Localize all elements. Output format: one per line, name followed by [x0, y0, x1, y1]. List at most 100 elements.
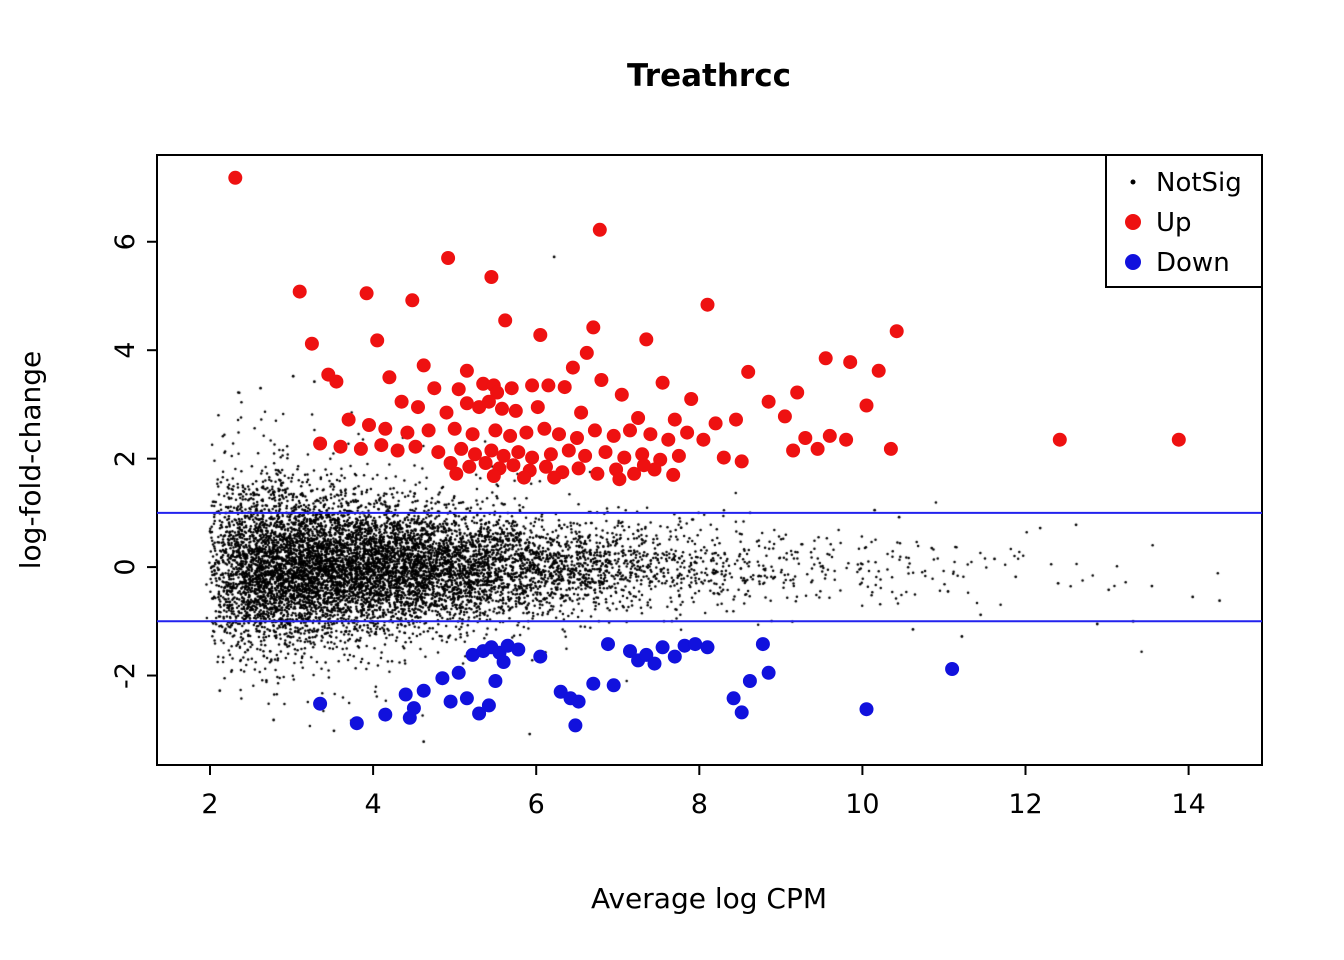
up-point	[871, 363, 886, 378]
y-tick-label: 0	[110, 558, 141, 575]
up-point	[700, 297, 715, 312]
up-point	[484, 270, 499, 284]
up-point	[667, 412, 682, 427]
x-tick-label: 6	[528, 789, 545, 820]
up-point	[684, 392, 699, 406]
down-point	[416, 683, 431, 698]
up-point	[394, 394, 409, 409]
up-point	[411, 400, 425, 415]
down-point	[443, 694, 458, 709]
up-point	[617, 450, 632, 465]
down-point	[451, 665, 466, 680]
up-point	[741, 364, 756, 379]
up-point	[883, 441, 898, 456]
down-point	[500, 638, 515, 653]
up-point	[639, 332, 654, 347]
up-point	[476, 376, 491, 391]
up-point	[552, 427, 566, 442]
up-point	[341, 412, 356, 427]
up-point	[468, 447, 482, 462]
up-point	[333, 439, 348, 454]
down-point	[945, 662, 960, 676]
up-point	[329, 374, 344, 389]
legend-marker-notsig	[1130, 179, 1136, 185]
legend-label-up: Up	[1156, 208, 1192, 238]
down-point	[688, 637, 703, 652]
x-axis-label: Average log CPM	[591, 882, 827, 915]
up-point	[353, 441, 368, 456]
down-point	[398, 687, 413, 702]
up-point	[636, 458, 651, 473]
down-point	[571, 694, 586, 709]
up-point	[488, 423, 503, 438]
down-point	[859, 702, 874, 717]
up-point	[810, 441, 825, 456]
up-point	[606, 428, 621, 443]
up-point	[313, 436, 328, 451]
up-point	[408, 439, 423, 454]
up-point	[647, 462, 662, 477]
up-point	[557, 380, 572, 395]
up-point	[465, 427, 480, 442]
down-point	[639, 647, 654, 662]
down-point	[511, 642, 526, 657]
up-point	[571, 461, 586, 476]
up-point	[439, 405, 454, 420]
up-point	[454, 441, 469, 456]
up-point	[431, 445, 446, 460]
up-point	[578, 448, 593, 463]
up-point	[790, 385, 805, 400]
up-point	[708, 416, 723, 431]
up-point	[370, 333, 385, 348]
y-tick-label: 6	[110, 233, 141, 250]
up-point	[574, 405, 589, 420]
up-point	[843, 355, 858, 370]
up-point	[508, 403, 523, 418]
up-point	[859, 398, 874, 413]
up-point	[643, 427, 658, 442]
down-point	[459, 691, 474, 706]
x-tick-label: 8	[691, 789, 708, 820]
up-point	[481, 394, 496, 409]
up-point	[228, 170, 243, 185]
down-point	[378, 707, 393, 722]
up-point	[525, 378, 540, 393]
down-point	[647, 656, 662, 671]
down-point	[677, 638, 692, 653]
up-point	[666, 467, 681, 482]
up-point	[486, 469, 501, 483]
down-point	[667, 649, 682, 664]
up-point	[378, 421, 393, 436]
y-tick-label: 4	[110, 342, 141, 359]
up-point	[447, 421, 462, 436]
up-point	[519, 425, 534, 440]
x-tick-label: 2	[201, 789, 218, 820]
up-point	[680, 425, 695, 440]
up-point	[839, 432, 854, 447]
up-point	[547, 470, 562, 485]
up-point	[729, 412, 743, 427]
up-point	[390, 443, 405, 458]
down-point	[655, 640, 670, 655]
up-point	[537, 421, 552, 436]
up-point	[734, 454, 749, 469]
up-point	[590, 466, 605, 481]
legend-label-down: Down	[1156, 248, 1230, 278]
legend-marker-down	[1125, 254, 1141, 270]
up-point	[586, 320, 601, 335]
up-point	[490, 385, 505, 400]
down-point	[742, 674, 757, 688]
plot-box	[156, 154, 1263, 766]
up-point	[889, 324, 904, 339]
up-point	[623, 423, 637, 438]
up-point	[539, 459, 553, 474]
up-point	[570, 431, 584, 445]
up-point	[451, 382, 466, 397]
down-point	[349, 716, 364, 731]
down-point	[755, 637, 770, 652]
up-point	[614, 387, 629, 402]
down-point	[496, 655, 511, 669]
down-point	[761, 665, 776, 680]
up-point	[696, 432, 711, 447]
legend-marker-up	[1125, 214, 1141, 230]
